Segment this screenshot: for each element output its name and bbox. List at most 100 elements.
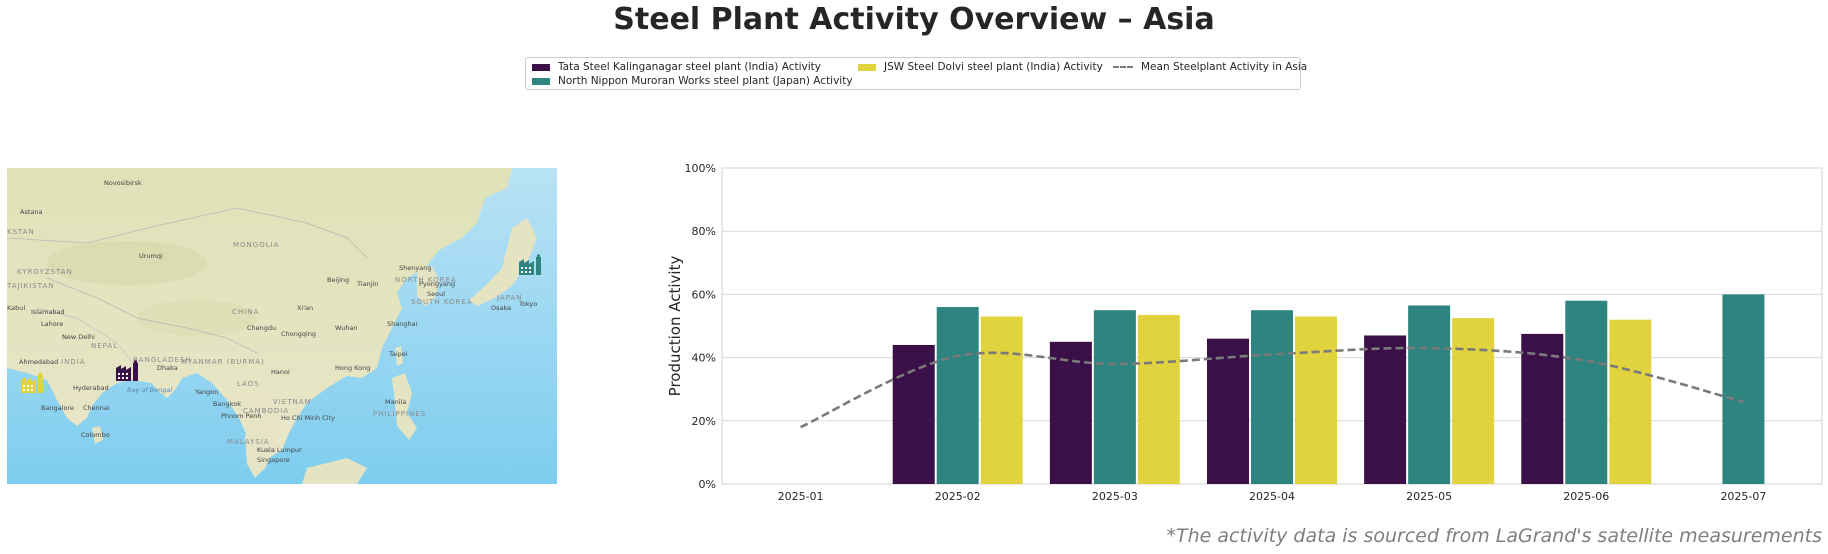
map-label-islamabad: Islamabad — [31, 308, 65, 316]
plant-marker-jsw[interactable] — [20, 372, 46, 398]
factory-icon — [116, 360, 138, 381]
map-label-phnom-penh: Phnom Penh — [221, 412, 262, 420]
map-label-shenyang: Shenyang — [399, 264, 432, 272]
x-tick-label: 2025-02 — [935, 490, 981, 503]
map-label-hanoi: Hanoi — [271, 368, 290, 376]
y-tick-label: 80% — [692, 225, 716, 238]
map-label-philippines: PHILIPPINES — [373, 410, 427, 418]
map-background — [7, 168, 557, 484]
map-label-north-korea: NORTH KOREA — [395, 276, 457, 284]
map-label-laos: LAOS — [237, 380, 260, 388]
x-tick-label: 2025-01 — [778, 490, 824, 503]
legend-swatch-jsw — [858, 63, 876, 71]
map-label-china: CHINA — [232, 308, 260, 316]
map-label-chengdu: Chengdu — [247, 324, 277, 332]
bar-jsw — [1609, 319, 1652, 484]
map-label-taipei: Taipei — [389, 350, 408, 358]
factory-icon — [519, 254, 541, 275]
map-label-hong-kong: Hong Kong — [335, 364, 371, 372]
bar-tata — [1364, 335, 1407, 484]
map-label-lahore: Lahore — [41, 320, 64, 328]
map-label-bangkok: Bangkok — [213, 400, 241, 408]
y-tick-label: 100% — [685, 162, 716, 175]
map-label-dhaka: Dhaka — [157, 364, 178, 372]
map-label-kuala-lumpur: Kuala Lumpur — [257, 446, 302, 454]
bar-tata — [1521, 333, 1564, 484]
map-label-colombo: Colombo — [81, 431, 110, 439]
map-label-seoul: Seoul — [427, 290, 446, 298]
x-tick-label: 2025-06 — [1563, 490, 1609, 503]
map-label-astana: Astana — [20, 208, 43, 216]
map-label-tajikistan: TAJIKISTAN — [7, 282, 55, 290]
legend-item-mean: Mean Steelplant Activity in Asia — [1113, 61, 1307, 73]
map-label-kazakhstan: KSTAN — [7, 228, 35, 236]
map-label-vietnam: VIETNAM — [273, 398, 312, 406]
y-tick-label: 20% — [692, 415, 716, 428]
bar-north — [1408, 305, 1451, 484]
map-label-kyrgyzstan: KYRGYZSTAN — [17, 268, 73, 276]
bar-tata — [892, 344, 935, 484]
map-label-hyderabad: Hyderabad — [73, 384, 109, 392]
bar-tata — [1207, 338, 1249, 484]
map-label-bay-of-bengal: Bay of Bengal — [127, 386, 173, 394]
map-label-cambodia: CAMBODIA — [243, 407, 290, 415]
bar-north — [936, 307, 979, 484]
legend-swatch-tata — [532, 63, 550, 71]
map-label-xian: Xi'an — [297, 304, 314, 312]
plant-marker-nippon[interactable] — [518, 254, 544, 280]
chart-title: Steel Plant Activity Overview – Asia — [613, 2, 1215, 37]
map-label-nepal: NEPAL — [91, 342, 119, 350]
y-tick-label: 60% — [692, 288, 716, 301]
legend-item-jsw: JSW Steel Dolvi steel plant (India) Acti… — [858, 61, 1103, 73]
legend-item-tata: Tata Steel Kalinganagar steel plant (Ind… — [532, 61, 821, 73]
map-label-osaka: Osaka — [491, 304, 512, 312]
y-tick-label: 40% — [692, 352, 716, 365]
map-label-shanghai: Shanghai — [387, 320, 418, 328]
map-label-myanmar: MYANMAR (BURMA) — [181, 358, 265, 366]
x-tick-label: 2025-05 — [1406, 490, 1452, 503]
map-label-south-korea: SOUTH KOREA — [411, 298, 473, 306]
legend-item-nippon: North Nippon Muroran Works steel plant (… — [532, 75, 853, 87]
legend-line-mean — [1113, 66, 1133, 68]
bar-jsw — [1137, 314, 1180, 484]
legend-swatch-nippon — [532, 77, 550, 85]
legend-label-nippon: North Nippon Muroran Works steel plant (… — [558, 75, 853, 87]
map-label-ahmedabad: Ahmedabad — [19, 358, 59, 366]
map-label-japan: JAPAN — [497, 294, 523, 302]
map-label-malaysia: MALAYSIA — [227, 438, 270, 446]
legend-label-jsw: JSW Steel Dolvi steel plant (India) Acti… — [884, 61, 1103, 73]
bar-north — [1093, 310, 1136, 484]
map-label-mongolia: MONGOLIA — [233, 241, 280, 249]
footnote: *The activity data is sourced from LaGra… — [1166, 525, 1822, 547]
map-label-ho-chi-minh: Ho Chi Minh City — [281, 414, 335, 422]
mean-activity-line — [800, 346, 1744, 429]
chart-legend: Tata Steel Kalinganagar steel plant (Ind… — [525, 57, 1307, 90]
bar-tata — [1049, 341, 1092, 484]
bar-north — [1251, 310, 1293, 484]
x-tick-label: 2025-07 — [1720, 490, 1766, 503]
x-tick-label: 2025-03 — [1092, 490, 1138, 503]
bar-jsw — [1295, 316, 1337, 484]
plant-marker-tata[interactable] — [115, 360, 141, 386]
map-label-bangladesh: BANGLADESH — [133, 356, 192, 364]
legend-label-mean: Mean Steelplant Activity in Asia — [1141, 61, 1308, 73]
map-label-yangon: Yangon — [195, 388, 219, 396]
map-label-singapore: Singapore — [257, 456, 290, 464]
map-label-bangalore: Bangalore — [41, 404, 74, 412]
bar-jsw — [1452, 318, 1495, 484]
map-label-manila: Manila — [385, 398, 407, 406]
map-label-india: INDIA — [61, 358, 86, 366]
factory-icon — [21, 372, 43, 393]
map-label-new-delhi: New Delhi — [62, 333, 95, 341]
map-label-wuhan: Wuhan — [335, 324, 358, 332]
bar-north — [1565, 300, 1608, 484]
legend-label-tata: Tata Steel Kalinganagar steel plant (Ind… — [558, 61, 821, 73]
map-label-urumqi: Urumqi — [139, 252, 163, 260]
bar-jsw — [980, 316, 1023, 484]
map-label-kabul: Kabul — [7, 304, 26, 312]
map-label-chennai: Chennai — [83, 404, 110, 412]
x-tick-label: 2025-04 — [1249, 490, 1295, 503]
y-tick-label: 0% — [699, 478, 716, 491]
map-label-pyongyang: Pyongyang — [419, 280, 456, 288]
